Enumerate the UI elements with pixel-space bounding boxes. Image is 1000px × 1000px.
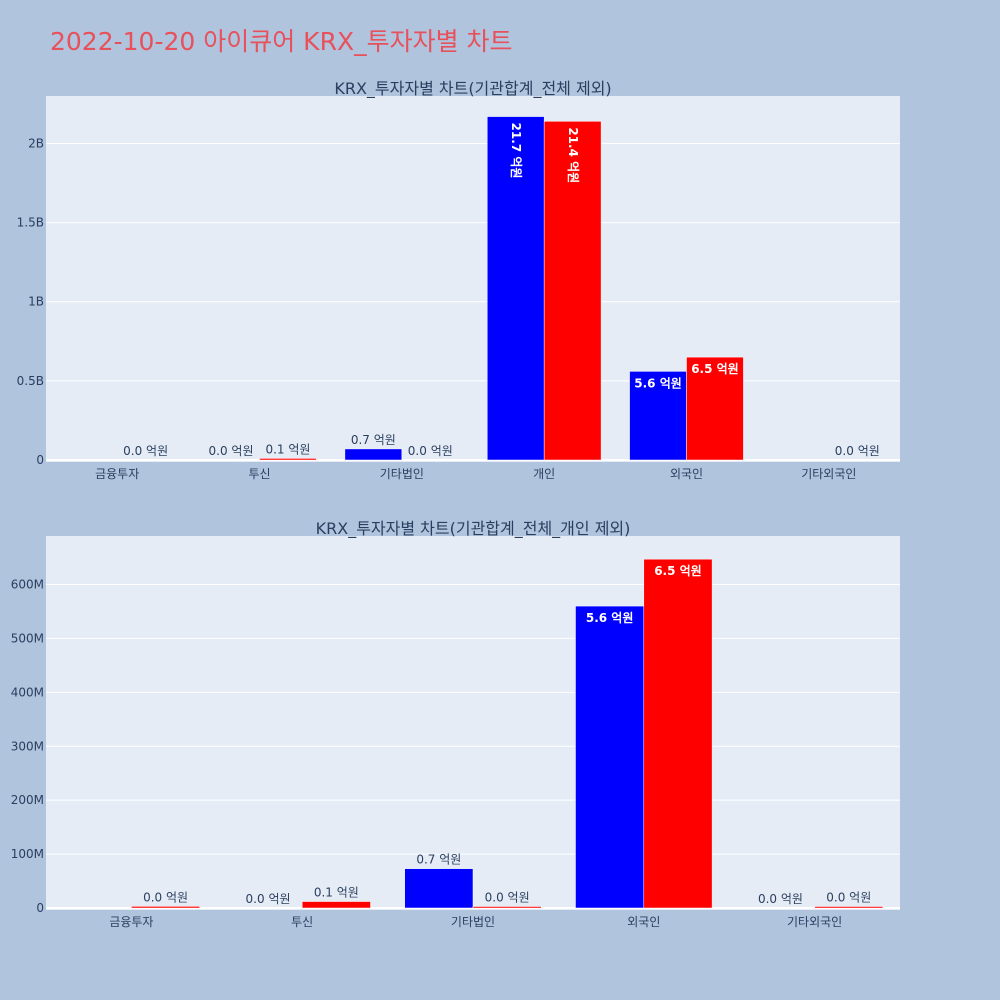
data-label: 6.5 억원 [691,362,739,376]
x-tick-label: 개인 [533,467,555,481]
x-tick-label: 기타외국인 [801,467,856,481]
y-tick-label: 1.5B [17,216,44,230]
chart-title: KRX_투자자별 차트(기관합계_전체_개인 제외) [316,519,631,539]
data-label: 0.0 억원 [835,444,880,458]
x-tick-label: 외국인 [627,915,660,929]
y-tick-label: 200M [11,793,44,807]
data-label: 6.5 억원 [654,564,702,578]
data-label: 21.4 억원 [566,127,580,183]
bar [486,116,545,461]
x-tick-label: 투신 [248,467,270,481]
y-tick-label: 2B [28,136,44,150]
y-tick-label: 1B [28,295,44,309]
x-tick-label: 금융투자 [95,467,139,481]
data-label: 0.0 억원 [143,890,188,904]
data-label: 5.6 억원 [634,376,682,390]
bar [131,906,200,909]
data-label: 0.0 억원 [408,444,453,458]
chart-title: KRX_투자자별 차트(기관합계_전체 제외) [334,79,611,99]
bar [472,906,542,909]
data-label: 0.7 억원 [351,433,396,447]
data-label: 0.0 억원 [485,891,530,905]
bar [686,356,744,461]
x-tick-label: 기타법인 [380,467,424,481]
bar [404,868,474,909]
data-label: 0.7 억원 [416,853,461,867]
data-label: 0.1 억원 [265,442,310,456]
bar [575,605,645,909]
y-tick-label: 400M [11,685,44,699]
y-tick-label: 300M [11,739,44,753]
x-tick-label: 금융투자 [109,915,153,929]
bar [629,371,687,461]
y-tick-label: 500M [11,631,44,645]
bar [814,906,884,909]
data-label: 5.6 억원 [586,611,634,625]
bar [543,121,602,461]
page-title: 2022-10-20 아이큐어 KRX_투자자별 차트 [50,27,513,56]
data-label: 0.1 억원 [314,886,359,900]
data-label: 0.0 억원 [123,444,168,458]
data-label: 0.0 억원 [826,891,871,905]
bar [643,558,713,909]
data-label: 0.0 억원 [246,892,291,906]
plot-area [46,536,900,910]
y-tick-label: 0 [36,901,44,915]
x-tick-label: 외국인 [670,467,703,481]
x-tick-label: 기타외국인 [787,915,842,929]
y-tick-label: 600M [11,578,44,592]
x-tick-label: 투신 [291,915,313,929]
bar [344,448,403,461]
bar [259,458,317,461]
y-tick-label: 100M [11,847,44,861]
data-label: 0.0 억원 [209,444,254,458]
data-label: 0.0 억원 [758,892,803,906]
bar [301,901,371,909]
chart-2: 0 100M 200M 300M 400M 500M 600M KRX_투자자별 차트(기관합… [11,519,900,929]
chart-1: 0 0.5B 1B 1.5B 2B KRX_투자자별 차트(기관합계_전체 제외) 금융투자… [17,79,900,481]
plot-area [46,96,900,462]
data-label: 21.7 억원 [509,123,523,179]
x-tick-label: 기타법인 [451,915,495,929]
y-tick-label: 0 [36,453,44,467]
y-tick-label: 0.5B [17,374,44,388]
